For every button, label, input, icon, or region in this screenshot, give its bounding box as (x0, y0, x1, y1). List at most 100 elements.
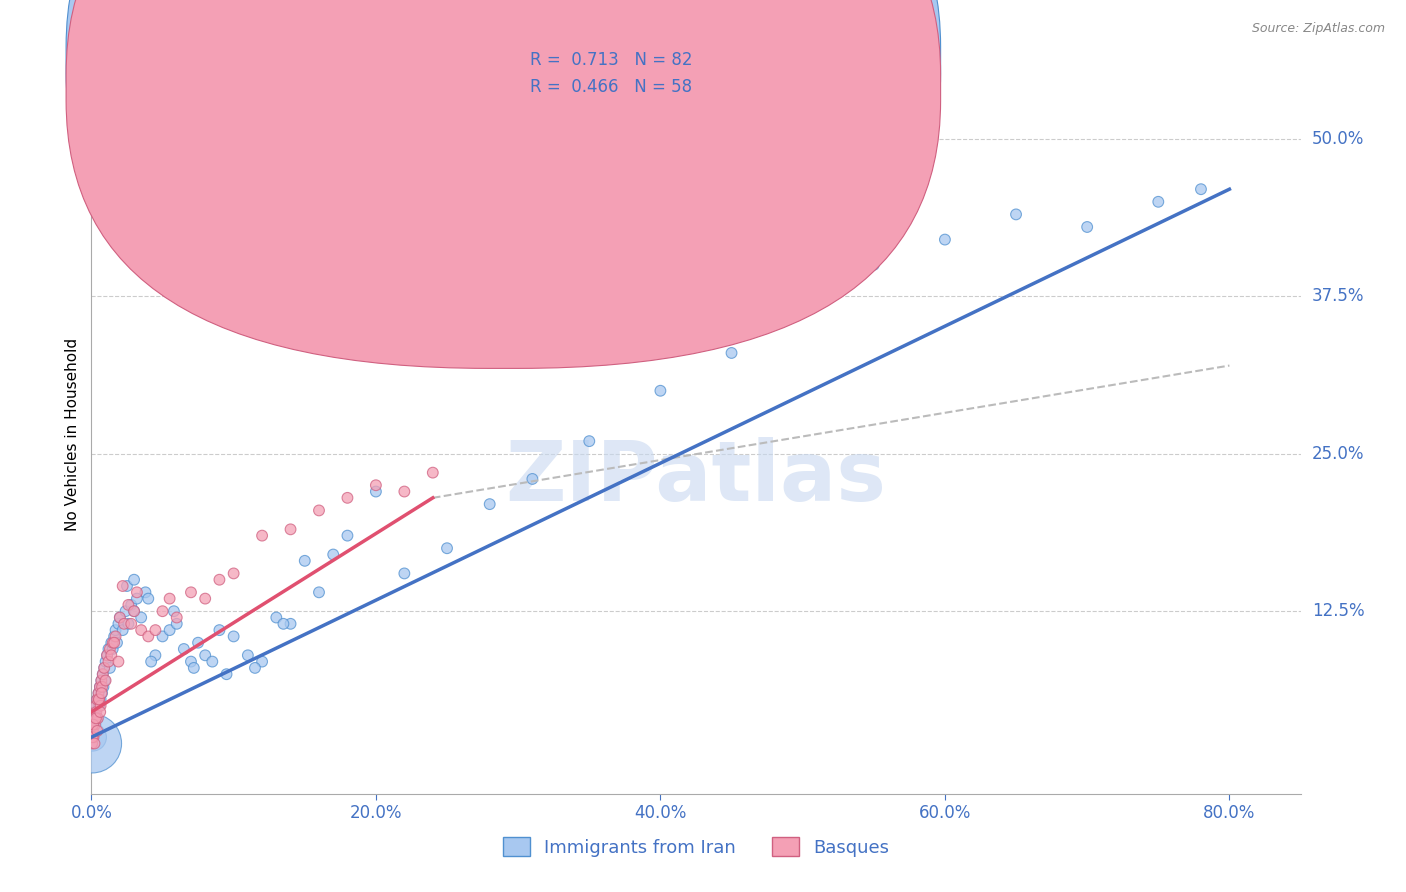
Point (107, 616, 129, 631)
Point (104, 623, 127, 637)
Point (100, 648, 122, 663)
Point (1189, 182, 1212, 196)
Text: Source: ZipAtlas.com: Source: ZipAtlas.com (1251, 22, 1385, 36)
Point (104, 629, 127, 643)
Point (187, 636, 209, 650)
Point (91, 686, 114, 700)
Point (89, 705, 111, 719)
Point (478, 497, 501, 511)
Point (90, 698, 112, 713)
Point (159, 623, 181, 637)
Point (136, 591, 159, 606)
Point (1005, 207, 1028, 221)
Point (87, 692, 110, 706)
Point (294, 554, 316, 568)
Point (84, 698, 107, 713)
Point (522, 472, 544, 486)
Point (122, 604, 145, 618)
Point (89, 692, 111, 706)
Point (222, 566, 245, 581)
Point (86, 705, 108, 719)
Point (650, 384, 672, 398)
Point (194, 648, 217, 663)
Point (250, 528, 273, 542)
Point (122, 604, 145, 618)
Point (97, 655, 120, 669)
Point (111, 623, 134, 637)
Point (96, 648, 118, 663)
Point (125, 585, 148, 599)
Point (86, 723, 108, 738)
Text: R =  0.713   N = 82: R = 0.713 N = 82 (530, 51, 693, 69)
Point (86, 698, 108, 713)
Point (94, 655, 117, 669)
Point (215, 667, 238, 681)
Legend: Immigrants from Iran, Basques: Immigrants from Iran, Basques (495, 830, 897, 863)
Point (100, 636, 122, 650)
Point (152, 604, 174, 618)
Point (201, 655, 224, 669)
Point (89, 680, 111, 694)
Text: ZIPatlas: ZIPatlas (506, 437, 886, 518)
Point (82, 737, 104, 751)
Point (208, 573, 231, 587)
Point (173, 642, 195, 657)
Point (91, 667, 114, 681)
Point (101, 636, 124, 650)
Point (117, 598, 139, 612)
Point (364, 478, 387, 492)
Point (394, 484, 416, 499)
Point (97, 642, 120, 657)
Point (86, 692, 108, 706)
Point (87, 711, 110, 725)
Point (87, 686, 110, 700)
Point (243, 661, 266, 675)
Point (83, 730, 105, 744)
Point (83, 711, 105, 725)
Text: R =  0.466   N = 58: R = 0.466 N = 58 (530, 78, 692, 96)
Point (96, 648, 118, 663)
Point (145, 648, 167, 663)
Point (322, 548, 344, 562)
Point (84, 711, 107, 725)
Point (82, 730, 104, 744)
Point (93, 661, 115, 675)
Point (103, 629, 125, 643)
Point (250, 655, 273, 669)
Point (105, 636, 128, 650)
Y-axis label: No Vehicles in Household: No Vehicles in Household (65, 338, 80, 532)
Point (578, 434, 600, 449)
Point (308, 503, 330, 517)
Point (862, 258, 884, 272)
Point (222, 629, 245, 643)
Point (98, 642, 121, 657)
Point (364, 484, 387, 499)
Point (163, 604, 186, 618)
Point (82, 723, 104, 738)
Point (87, 686, 110, 700)
Point (394, 566, 416, 581)
Point (108, 610, 131, 624)
Point (336, 491, 359, 505)
Point (114, 604, 136, 618)
Point (82, 717, 104, 731)
Point (117, 616, 139, 631)
Point (280, 522, 302, 536)
Text: 12.5%: 12.5% (1312, 602, 1364, 620)
Point (86, 692, 108, 706)
Point (145, 623, 167, 637)
Point (89, 680, 111, 694)
Point (120, 616, 142, 631)
Point (90, 692, 112, 706)
Point (273, 616, 295, 631)
Point (280, 616, 302, 631)
Point (159, 591, 181, 606)
Point (112, 616, 135, 631)
Point (122, 573, 145, 587)
Point (129, 623, 152, 637)
Text: 25.0%: 25.0% (1312, 445, 1364, 463)
Point (82, 723, 104, 738)
Point (101, 642, 124, 657)
Point (82, 730, 104, 744)
Point (82, 737, 104, 751)
